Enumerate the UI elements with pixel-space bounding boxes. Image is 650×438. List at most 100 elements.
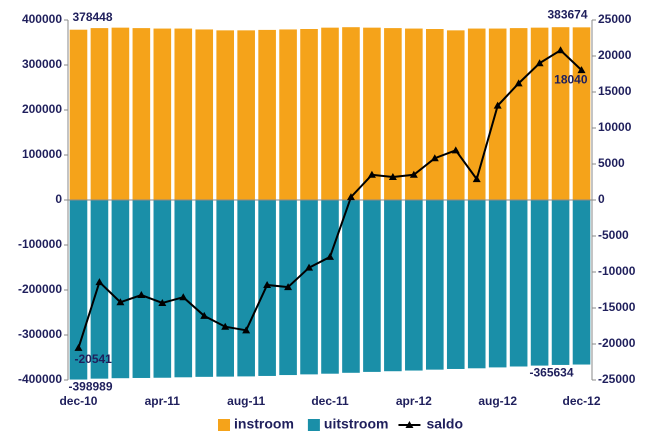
y2-tick-label: 15000: [598, 84, 632, 98]
y2-tick-label: -20000: [598, 336, 636, 350]
bar: [342, 27, 360, 201]
data-label: 18040: [554, 72, 588, 86]
y2-tick-label: 20000: [598, 48, 632, 62]
bar: [384, 200, 402, 372]
bar: [530, 200, 549, 366]
legend-label: instroom: [234, 416, 294, 432]
marker: [326, 252, 334, 260]
marker: [263, 280, 272, 288]
bar: [384, 28, 402, 200]
bar: [488, 200, 507, 368]
y2-tick-label: 5000: [598, 156, 625, 170]
legend-label: uitstroom: [324, 416, 389, 432]
bar: [321, 27, 339, 201]
marker: [409, 170, 418, 178]
bar: [111, 200, 130, 379]
bar: [111, 27, 130, 201]
marker: [388, 172, 397, 180]
marker: [284, 283, 293, 291]
bar: [572, 200, 591, 365]
bar: [405, 28, 423, 200]
y-tick-label: 300000: [22, 57, 62, 71]
y-tick-label: 100000: [22, 147, 62, 161]
bar: [446, 200, 465, 369]
bar: [300, 200, 318, 375]
y-tick-label: 200000: [22, 102, 62, 116]
marker: [577, 66, 586, 74]
marker: [493, 101, 502, 109]
bar: [530, 27, 549, 201]
x-tick-label: dec-10: [59, 394, 97, 408]
legend-swatch: [218, 419, 230, 431]
bar: [132, 28, 151, 200]
data-label: 378448: [72, 10, 112, 24]
y2-tick-label: -10000: [598, 264, 636, 278]
bar: [425, 29, 444, 200]
bar: [551, 27, 570, 201]
bar: [467, 200, 486, 369]
bar: [216, 200, 235, 377]
marker: [430, 154, 439, 162]
marker: [158, 298, 167, 306]
marker: [305, 263, 314, 271]
marker: [472, 175, 481, 183]
marker: [116, 298, 125, 306]
marker: [221, 322, 230, 330]
bar: [363, 27, 381, 201]
y-tick-label: -100000: [18, 237, 62, 251]
y-tick-label: -400000: [18, 372, 62, 386]
x-tick-label: dec-12: [563, 394, 601, 408]
bar: [258, 29, 276, 201]
x-tick-label: aug-12: [478, 394, 517, 408]
bar: [237, 30, 255, 200]
y-tick-label: 0: [55, 192, 62, 206]
y2-tick-label: -25000: [598, 372, 636, 386]
legend-marker: [405, 421, 414, 428]
y-tick-label: 400000: [22, 12, 62, 26]
legend-swatch: [307, 419, 320, 431]
bar: [195, 200, 214, 377]
y2-tick-label: 0: [598, 192, 605, 206]
bar: [132, 200, 151, 378]
bar: [90, 200, 109, 379]
y-tick-label: -200000: [18, 282, 62, 296]
bar: [467, 28, 486, 200]
y-tick-label: -300000: [18, 327, 62, 341]
bar: [300, 29, 318, 200]
data-label: 383674: [547, 8, 587, 22]
bar: [405, 200, 423, 371]
x-tick-label: apr-11: [145, 394, 181, 408]
bar: [446, 30, 465, 200]
marker: [367, 170, 376, 178]
bar: [69, 29, 88, 201]
bar: [153, 200, 172, 378]
x-tick-label: apr-12: [396, 394, 432, 408]
data-label: -398989: [68, 380, 112, 394]
bar: [279, 29, 297, 201]
marker: [242, 326, 251, 334]
bar: [551, 200, 570, 365]
data-label: -365634: [529, 366, 573, 380]
marker: [179, 293, 188, 301]
y2-tick-label: 25000: [598, 12, 632, 26]
x-tick-label: dec-11: [311, 394, 349, 408]
bar: [174, 200, 193, 378]
bar: [237, 200, 255, 377]
y2-tick-label: -15000: [598, 300, 636, 314]
bar: [509, 200, 528, 367]
bar: [216, 30, 235, 200]
marker: [514, 79, 523, 87]
marker: [95, 278, 104, 286]
bar: [425, 200, 444, 370]
legend-label: saldo: [426, 416, 463, 432]
bar: [572, 27, 591, 201]
bar: [488, 28, 507, 200]
y2-tick-label: -5000: [598, 228, 629, 242]
marker: [535, 59, 544, 67]
bar: [363, 200, 381, 372]
bar: [342, 200, 360, 373]
bar: [258, 200, 276, 376]
bar: [153, 28, 172, 200]
bar: [174, 28, 193, 200]
